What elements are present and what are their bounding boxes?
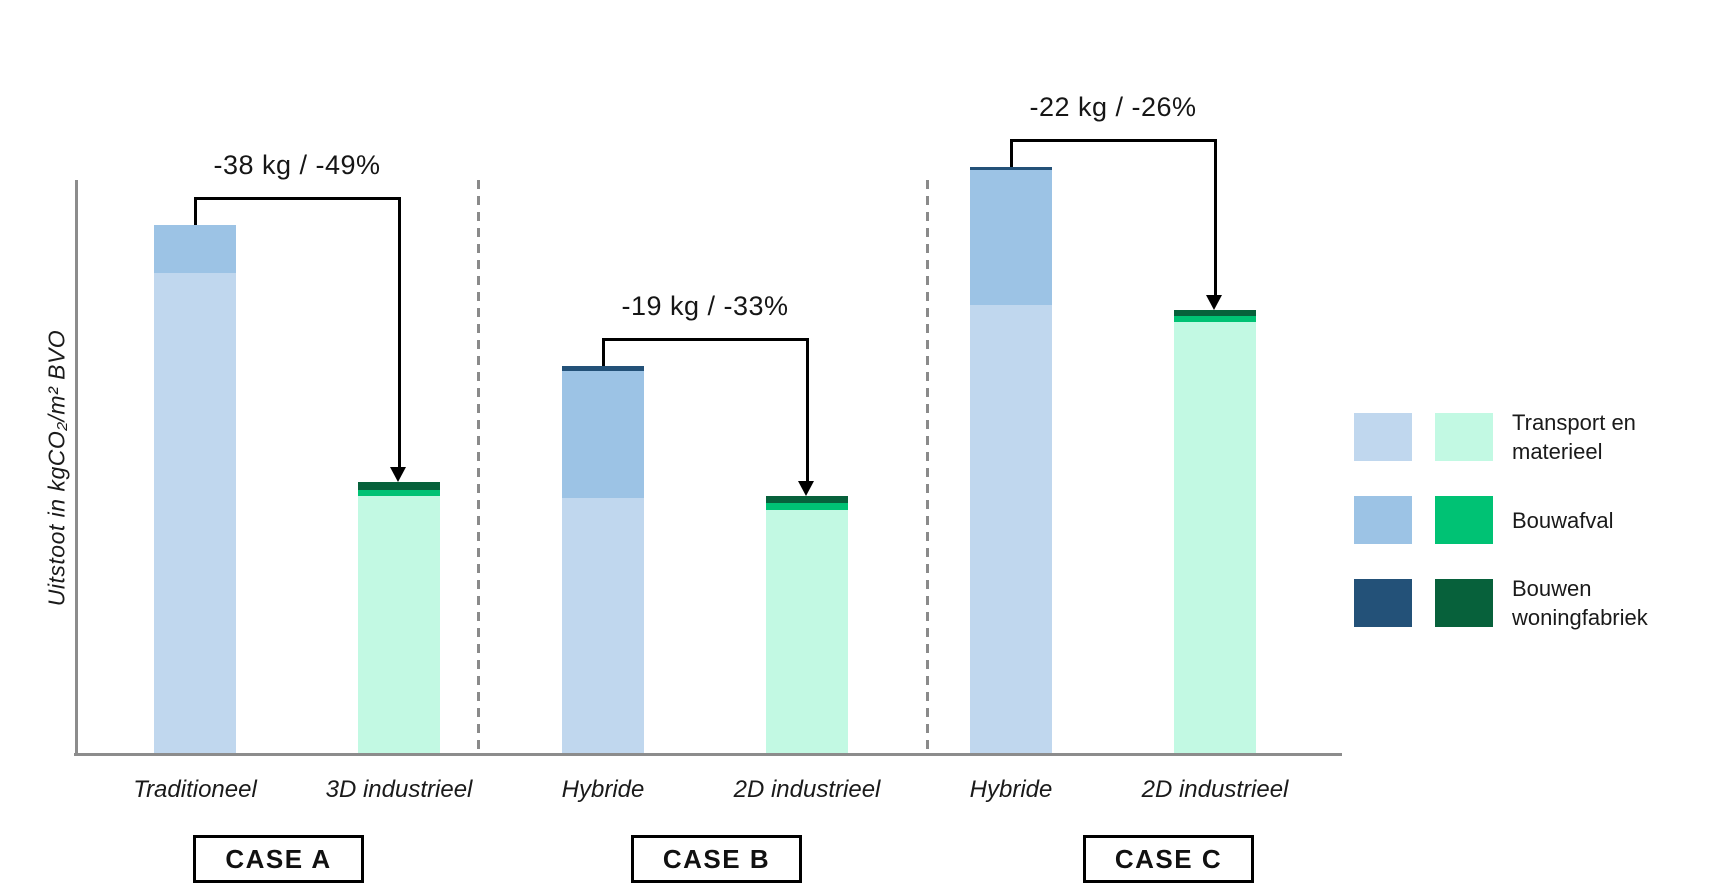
bar-segment-bouwafval_blue xyxy=(154,225,236,273)
bar-segment-woningfabriek_blue xyxy=(562,366,644,371)
legend-row-transport: Transport en materieel xyxy=(1354,408,1702,466)
bar-segment-woningfabriek_blue xyxy=(970,167,1052,170)
bracket-arrowhead xyxy=(1206,295,1222,310)
legend-swatch-navy xyxy=(1354,579,1412,627)
case-separator-dashed-line xyxy=(926,180,929,753)
case-box: CASE C xyxy=(1083,835,1254,883)
bar-segment-bouwafval_green xyxy=(1174,316,1256,322)
legend-row-bouwafval: Bouwafval xyxy=(1354,496,1702,544)
legend-swatch-dark-green xyxy=(1435,579,1493,627)
bracket-horizontal xyxy=(601,338,809,341)
bar-segment-transport_blue xyxy=(154,273,236,753)
reduction-label: -22 kg / -26% xyxy=(1029,92,1197,122)
case-box: CASE A xyxy=(193,835,364,883)
bar-label: 3D industrieel xyxy=(325,776,473,803)
bar-label: Hybride xyxy=(561,776,645,803)
bracket-right-leg xyxy=(1213,139,1217,295)
bar-segment-transport_green xyxy=(1174,322,1256,753)
bracket-right-leg xyxy=(397,197,401,467)
legend-swatch-light-mint xyxy=(1435,413,1493,461)
legend-swatch-medium-blue xyxy=(1354,496,1412,544)
bar-segment-transport_green xyxy=(766,510,848,753)
bar-label: Traditioneel xyxy=(133,776,257,803)
bar-segment-woningfabriek_green xyxy=(1174,310,1256,316)
legend-label: Bouwafval xyxy=(1512,507,1614,533)
bar-segment-bouwafval_green xyxy=(358,490,440,496)
legend-label: Bouwen woningfabriek xyxy=(1512,576,1648,630)
bar-segment-woningfabriek_green xyxy=(766,496,848,503)
bracket-left-leg xyxy=(1009,139,1013,167)
bar-segment-transport_blue xyxy=(562,498,644,753)
bar-label: Hybride xyxy=(969,776,1053,803)
legend: Transport en materieel Bouwafval Bouwen … xyxy=(1354,408,1702,632)
bar-label: 2D industrieel xyxy=(1141,776,1289,803)
x-axis-line xyxy=(74,753,1342,756)
bar-segment-bouwafval_green xyxy=(766,503,848,510)
bar-segment-transport_green xyxy=(358,496,440,753)
case-box: CASE B xyxy=(631,835,802,883)
y-axis-label: Uitstoot in kgCO₂/m² BVO xyxy=(43,329,70,607)
bracket-horizontal xyxy=(193,197,401,200)
bar-label: 2D industrieel xyxy=(733,776,881,803)
case-separator-dashed-line xyxy=(477,180,480,753)
bar-segment-transport_blue xyxy=(970,305,1052,753)
bar-segment-woningfabriek_green xyxy=(358,482,440,490)
legend-swatch-green xyxy=(1435,496,1493,544)
bracket-left-leg xyxy=(193,197,197,225)
legend-swatch-light-blue xyxy=(1354,413,1412,461)
bracket-right-leg xyxy=(805,338,809,481)
bar-segment-bouwafval_blue xyxy=(562,371,644,498)
legend-label: Transport en materieel xyxy=(1512,410,1636,464)
bar-segment-bouwafval_blue xyxy=(970,170,1052,305)
bracket-left-leg xyxy=(601,338,605,366)
reduction-label: -38 kg / -49% xyxy=(213,150,381,180)
reduction-label: -19 kg / -33% xyxy=(621,291,789,321)
legend-row-woningfabriek: Bouwen woningfabriek xyxy=(1354,574,1702,632)
y-axis-line xyxy=(75,180,78,755)
bracket-arrowhead xyxy=(798,481,814,496)
bracket-arrowhead xyxy=(390,467,406,482)
bracket-horizontal xyxy=(1009,139,1217,142)
